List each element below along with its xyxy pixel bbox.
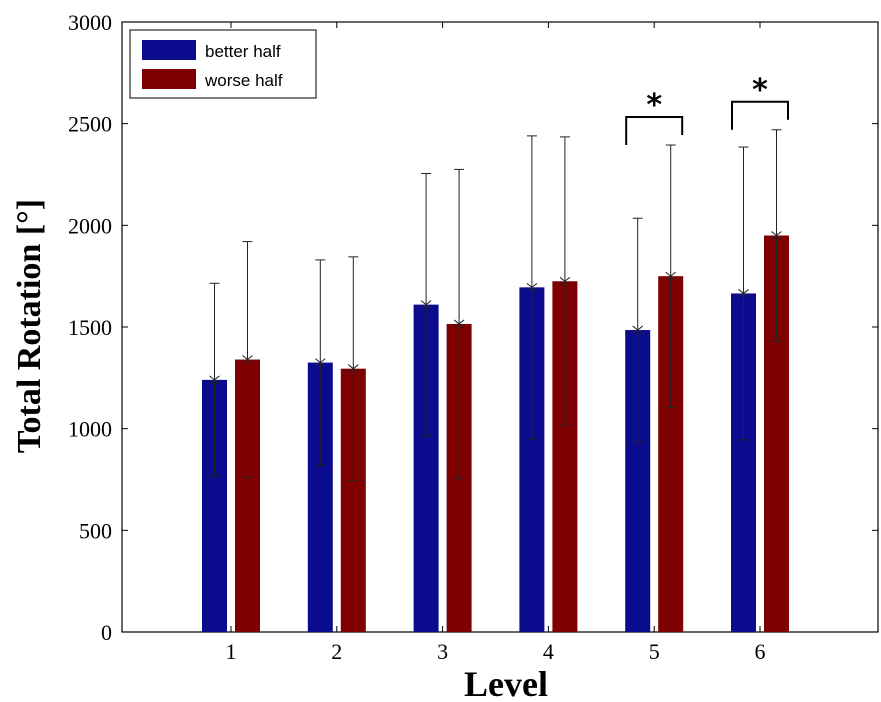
x-tick-label: 1 [226,639,237,664]
error-bar [665,144,677,408]
y-tick-label: 1000 [68,417,112,442]
y-tick-label: 2000 [68,213,112,238]
significance-bracket: * [731,73,789,130]
significance-bracket: * [625,88,684,146]
error-bar [559,136,571,427]
y-tick-label: 1500 [68,315,112,340]
error-bars-layer [209,129,782,482]
significance-marker: * [752,73,768,108]
significance-marker: * [646,88,662,123]
error-bar [209,282,220,477]
error-bar [420,172,432,437]
y-axis-ticks: 0 500 1000 1500 2000 2500 3000 [68,10,878,645]
error-bar [314,259,326,466]
y-tick-label: 2500 [68,112,112,137]
legend-swatch-better-half [142,40,196,60]
error-bar [242,241,253,478]
legend-label-worse-half: worse half [204,71,283,90]
x-axis-ticks: 1 2 3 4 5 6 [226,22,766,664]
legend: better half worse half [129,29,317,99]
x-tick-label: 6 [755,639,766,664]
error-bar [347,256,359,482]
error-bar [632,217,644,443]
legend-swatch-worse-half [142,69,196,89]
error-bar [453,168,465,479]
x-tick-label: 4 [543,639,554,664]
significance-layer: * * [625,73,789,146]
error-bar [771,129,782,342]
y-tick-label: 500 [79,518,112,543]
y-axis-title: Total Rotation [°] [11,199,48,453]
y-tick-label: 3000 [68,10,112,35]
x-tick-label: 5 [649,639,660,664]
legend-label-better-half: better half [205,42,281,61]
error-bar [738,146,749,441]
y-tick-label: 0 [101,620,112,645]
x-tick-label: 3 [437,639,448,664]
x-axis-title: Level [464,664,548,702]
bars-layer [202,235,789,632]
error-bar [526,135,538,440]
x-tick-label: 2 [331,639,342,664]
